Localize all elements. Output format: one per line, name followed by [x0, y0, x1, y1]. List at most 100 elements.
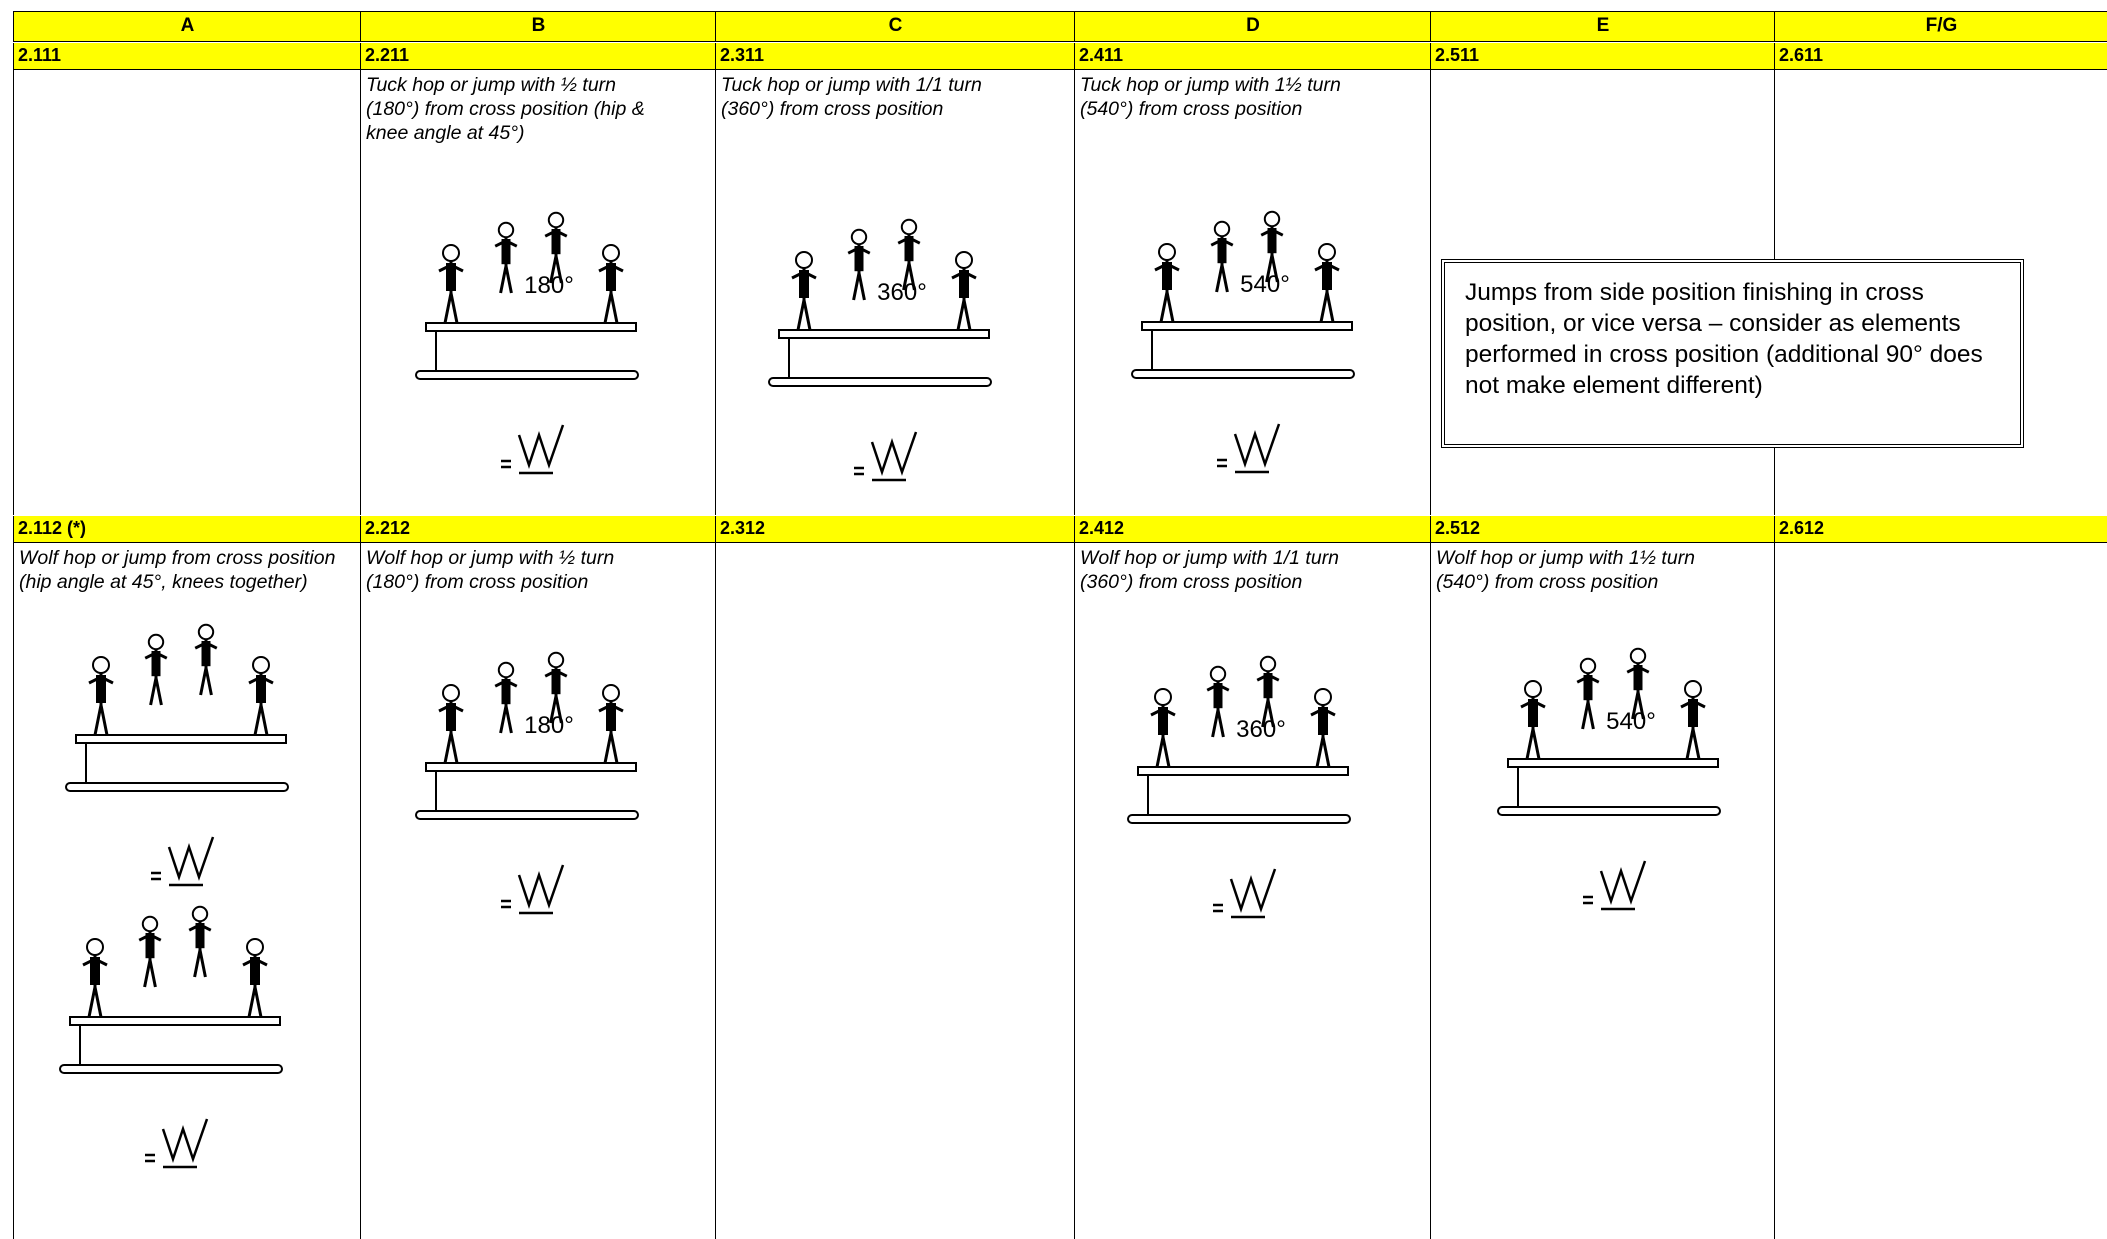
figure-head [191, 905, 209, 923]
figure-head [1524, 680, 1542, 698]
figure-head [795, 251, 813, 269]
column-header: E [1430, 11, 1775, 42]
figure-head [92, 656, 110, 674]
beam [1141, 321, 1353, 331]
symbol [854, 431, 918, 482]
column-header: F/G [1774, 11, 2107, 42]
figure-head [900, 218, 918, 236]
figure-torso [201, 641, 211, 667]
symbol [1583, 860, 1647, 911]
figure-head [86, 938, 104, 956]
cell [715, 543, 1075, 1239]
floor-beam [1127, 814, 1351, 824]
cell [1430, 543, 1775, 1239]
figure-torso [606, 703, 616, 731]
figure-head [602, 244, 620, 262]
beam [1137, 766, 1349, 776]
floor-beam [1497, 806, 1721, 816]
figure-head [1259, 655, 1277, 673]
turn-label: 540° [1240, 271, 1290, 298]
turn-label: 360° [1236, 716, 1286, 743]
turn-label: 360° [877, 279, 927, 306]
figure-head [1263, 210, 1281, 228]
turn-label: 540° [1606, 708, 1656, 735]
floor-beam [415, 370, 639, 380]
column-header: A [13, 11, 361, 42]
figure-head [442, 244, 460, 262]
cell [1774, 543, 2107, 1239]
cell [715, 70, 1075, 515]
symbol [145, 1118, 209, 1169]
element-code: 2.312 [715, 516, 1075, 543]
figure-head [1579, 657, 1597, 675]
floor-beam [1131, 369, 1355, 379]
turn-label: 180° [524, 272, 574, 299]
element-code: 2.611 [1774, 43, 2107, 70]
element-code: 2.512 [1430, 516, 1775, 543]
figure-torso [1213, 683, 1223, 709]
figure-head [497, 221, 515, 239]
cell [1430, 70, 1775, 515]
figure-torso [1322, 262, 1332, 290]
figure-torso [1583, 675, 1593, 701]
symbol [151, 836, 215, 887]
figure-head [246, 938, 264, 956]
figure-torso [799, 270, 809, 298]
figure-head [1158, 243, 1176, 261]
figure-torso [1217, 238, 1227, 264]
beam [425, 322, 637, 332]
figure-torso [1158, 707, 1168, 735]
figure-torso [1633, 665, 1643, 691]
column-header: D [1074, 11, 1431, 42]
element-description: Wolf hop or jump from cross position (hi… [19, 547, 336, 593]
element-description: Wolf hop or jump with 1½ turn (540°) fro… [1436, 547, 1696, 593]
figure-torso [1318, 707, 1328, 735]
element-code: 2.112 (*) [13, 516, 361, 543]
figure-torso [1162, 262, 1172, 290]
cell [360, 70, 716, 515]
floor-beam [768, 377, 992, 387]
figure-head [252, 656, 270, 674]
cell [360, 543, 716, 1239]
element-code: 2.412 [1074, 516, 1431, 543]
symbol [501, 424, 565, 475]
figure-head [1314, 688, 1332, 706]
figure-head [547, 211, 565, 229]
element-description: Tuck hop or jump with 1/1 turn (360°) fr… [721, 74, 982, 120]
element-code: 2.212 [360, 516, 716, 543]
figure-torso [551, 229, 561, 255]
figure-head [1629, 647, 1647, 665]
figure-torso [854, 246, 864, 272]
figure-torso [151, 651, 161, 677]
element-description: Tuck hop or jump with ½ turn (180°) from… [366, 74, 645, 144]
beam [425, 762, 637, 772]
figure-torso [446, 263, 456, 291]
floor-beam [59, 1064, 283, 1074]
figure-torso [1528, 699, 1538, 727]
cell [13, 70, 361, 515]
figure-torso [96, 675, 106, 703]
figure-torso [551, 669, 561, 695]
cell [1074, 543, 1431, 1239]
element-code: 2.111 [13, 43, 361, 70]
figure-head [497, 661, 515, 679]
symbol [1217, 423, 1281, 474]
note: Jumps from side position finishing in cr… [1441, 259, 2024, 448]
figure-torso [1263, 673, 1273, 699]
figure-torso [501, 679, 511, 705]
figure-torso [145, 933, 155, 959]
element-description: Tuck hop or jump with 1½ turn (540°) fro… [1080, 74, 1341, 120]
figure-torso [256, 675, 266, 703]
element-code: 2.511 [1430, 43, 1775, 70]
figure-torso [959, 270, 969, 298]
figure-head [147, 633, 165, 651]
figure-torso [1267, 228, 1277, 254]
element-code: 2.211 [360, 43, 716, 70]
figure-head [1684, 680, 1702, 698]
figure-head [850, 228, 868, 246]
cell [13, 543, 361, 1239]
floor-beam [65, 782, 289, 792]
element-description: Wolf hop or jump with ½ turn (180°) from… [366, 547, 615, 593]
beam [69, 1016, 281, 1026]
